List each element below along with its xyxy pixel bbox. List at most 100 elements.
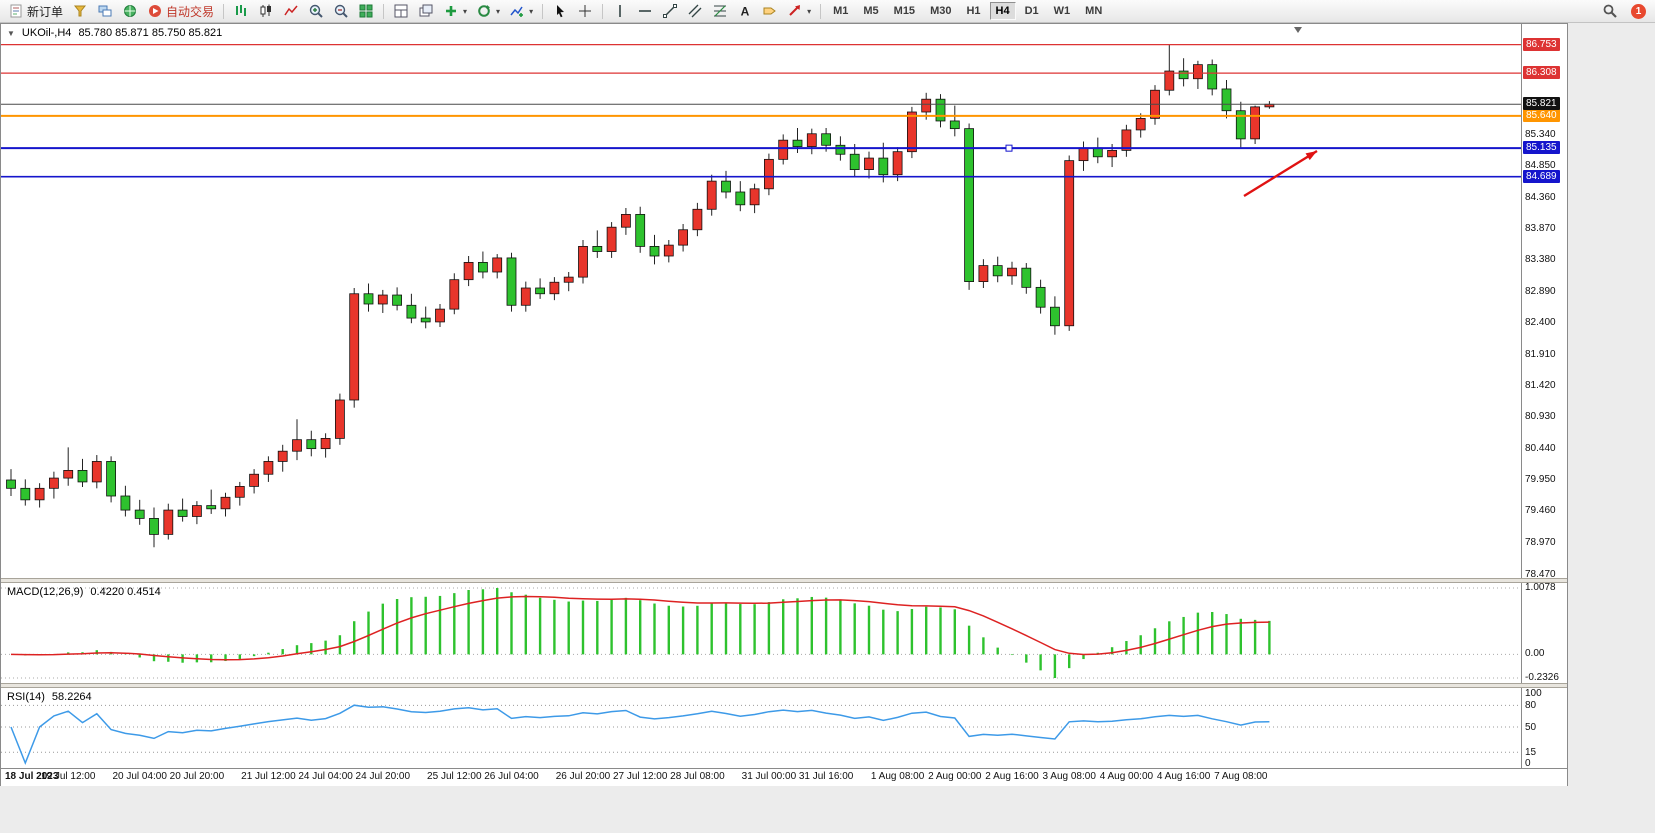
newchart-icon [446,6,457,16]
price-level-chip: 86.308 [1523,66,1560,80]
wins1-icon [394,4,408,18]
price-axis-label: 82.400 [1525,317,1556,329]
ohlc-values: 85.780 85.871 85.750 85.821 [78,27,223,39]
line-chart-button[interactable] [279,0,303,22]
text-label-button[interactable] [758,0,782,22]
rsi-axis-label: 50 [1525,722,1537,733]
arrange-windows-button[interactable] [389,0,413,22]
profiles-button[interactable]: ▾ [472,0,504,22]
timeframe-m1[interactable]: M1 [833,5,849,17]
dropdown-arrow-icon[interactable]: ▾ [496,6,501,16]
macd-plot [1,583,1522,683]
price-pane: ▼ UKOil-,H4 85.780 85.871 85.750 85.821 … [1,24,1567,578]
time-label: 28 Jul 08:00 [670,771,725,782]
notification-badge[interactable]: 1 [1631,3,1646,19]
arrows-button[interactable]: ▾ [783,0,815,22]
price-axis-label: 78.470 [1525,568,1556,578]
search-button[interactable] [1598,0,1622,22]
candlestick-chart-button[interactable] [254,0,278,22]
rsi-plot [1,688,1522,768]
price-axis-label: 79.460 [1525,505,1556,517]
price-level-chip: 86.753 [1523,37,1560,51]
doc-icon [10,4,22,18]
dropdown-arrow-icon[interactable]: ▾ [807,6,812,16]
hline-icon [639,10,652,12]
textA-icon: A [741,5,750,19]
timeframe-h4[interactable]: H4 [989,2,1016,20]
current-price-chip: 85.821 [1523,97,1560,111]
vertical-line-button[interactable] [608,0,632,22]
chart-header: ▼ UKOil-,H4 85.780 85.871 85.750 85.821 [7,27,222,39]
timeframe-w1[interactable]: W1 [1053,5,1071,17]
price-axis-label: 79.950 [1525,474,1556,485]
time-label: 26 Jul 04:00 [484,771,539,782]
time-label: 20 Jul 04:00 [112,771,167,782]
new-order-button[interactable]: 新订单 [4,0,67,22]
time-label: 1 Aug 08:00 [870,771,925,782]
indicators-button[interactable]: ▾ [505,0,537,22]
channel-icon [688,4,702,18]
macd-axis-label: 0.00 [1525,648,1545,660]
pane-splitter[interactable] [1,578,1567,583]
timeframe-m15[interactable]: M15 [893,5,916,17]
autotrading-button-label: 自动交易 [166,4,215,19]
horizontal-line-button[interactable] [633,0,657,22]
zoom-in-button[interactable] [304,0,328,22]
rsi-axis-label: 80 [1525,700,1537,712]
candles-icon [260,4,272,17]
zoom-out-button[interactable] [329,0,353,22]
tile-windows-button[interactable] [354,0,378,22]
macd-axis: 1.0078 0.00 -0.2326 [1522,583,1567,683]
collapse-icon[interactable]: ▼ [7,29,15,38]
toolbar-separator [542,3,544,19]
svg-text:A: A [741,5,750,19]
price-axis-label: 80.930 [1525,411,1556,423]
crosshair-button[interactable] [573,0,597,22]
price-axis-label: 81.910 [1525,348,1556,360]
cross-icon [579,5,592,17]
vline-icon [619,5,621,17]
time-label: 27 Jul 12:00 [612,771,668,782]
community-button[interactable] [118,0,142,22]
equidistant-channel-button[interactable] [683,0,707,22]
price-axis-label: 80.440 [1525,442,1556,454]
timeframe-d1[interactable]: D1 [1024,5,1039,17]
timeframe-m5[interactable]: M5 [863,5,879,17]
timeframe-mn[interactable]: MN [1085,5,1103,17]
fibonacci-button[interactable] [708,0,732,22]
metaeditor-button[interactable] [68,0,92,22]
dropdown-arrow-icon[interactable]: ▾ [463,6,468,16]
symbol-timeframe: UKOil-,H4 [21,27,72,39]
autotrading-button[interactable]: 自动交易 [143,0,218,22]
rsi-values: 58.2264 [51,691,92,703]
toolbar-separator [383,3,385,19]
cursor-button[interactable] [548,0,572,22]
text-button[interactable]: A [733,0,757,22]
market-watch-button[interactable] [93,0,117,22]
trendline-button[interactable] [658,0,682,22]
status-area [0,786,1568,833]
new-chart-button[interactable]: ▾ [439,0,471,22]
timeframe-h1[interactable]: H1 [966,5,981,17]
tag-icon [763,7,776,15]
timeframe-m30[interactable]: M30 [930,5,952,17]
rsi-header: RSI(14) 58.2264 [7,691,92,703]
time-label: 2 Aug 16:00 [985,771,1039,782]
search-icon [1603,4,1617,18]
price-level-chip: 84.689 [1523,169,1560,183]
price-level-chip: 85.135 [1523,141,1560,155]
cascade-windows-button[interactable] [414,0,438,22]
toolbar-right: 1 [1598,0,1651,22]
price-level-chip: 85.640 [1523,108,1560,122]
bar-chart-button[interactable] [229,0,253,22]
time-label: 3 Aug 08:00 [1042,771,1096,782]
price-axis-label: 78.970 [1525,536,1556,548]
dropdown-arrow-icon[interactable]: ▾ [529,6,534,16]
funnel-icon [73,5,87,17]
toolbar-separator [223,3,225,19]
macd-values: 0.4220 0.4514 [90,586,161,598]
time-axis[interactable]: 18 Jul 2023 19 Jul 12:00 20 Jul 04:00 20 Ju… [1,768,1567,786]
pane-splitter-2[interactable] [1,683,1567,688]
rsi-axis-label: 15 [1525,747,1537,759]
cycle-icon [478,5,491,17]
